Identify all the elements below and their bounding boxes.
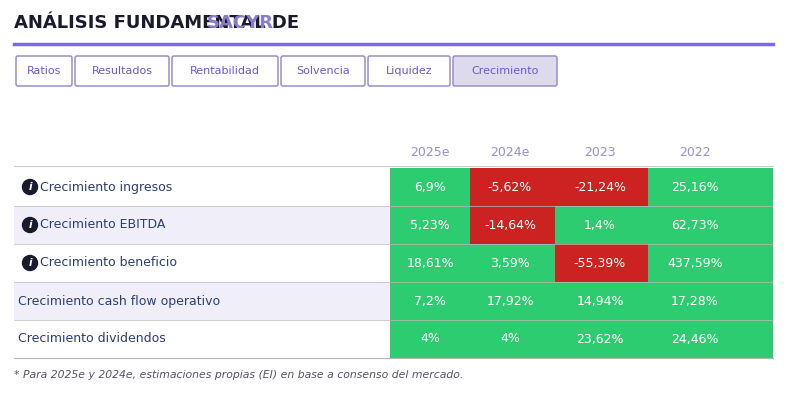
Bar [390, 244, 470, 282]
Bar [390, 168, 470, 206]
Text: * Para 2025e y 2024e, estimaciones propias (EI) en base a consenso del mercado.: * Para 2025e y 2024e, estimaciones propi… [14, 370, 464, 380]
Text: Resultados: Resultados [91, 66, 153, 76]
Text: Crecimiento beneficio: Crecimiento beneficio [40, 257, 177, 270]
FancyBboxPatch shape [453, 56, 557, 86]
Text: Ratios: Ratios [27, 66, 61, 76]
Text: i: i [28, 258, 31, 268]
Bar [470, 244, 555, 282]
Text: Liquidez: Liquidez [386, 66, 432, 76]
Text: 23,62%: 23,62% [576, 332, 624, 346]
Bar [555, 168, 648, 206]
Text: 17,92%: 17,92% [486, 295, 534, 308]
Circle shape [23, 217, 38, 232]
Bar [390, 206, 470, 244]
Text: 2025e: 2025e [410, 145, 449, 158]
Bar [390, 282, 470, 320]
Text: 2023: 2023 [584, 145, 615, 158]
Text: Rentabilidad: Rentabilidad [190, 66, 260, 76]
Text: Crecimiento cash flow operativo: Crecimiento cash flow operativo [18, 295, 220, 308]
Text: -5,62%: -5,62% [488, 181, 532, 194]
Bar [648, 206, 773, 244]
Text: 25,16%: 25,16% [671, 181, 719, 194]
Bar [14, 320, 390, 358]
Text: 24,46%: 24,46% [671, 332, 719, 346]
Text: 5,23%: 5,23% [410, 219, 450, 232]
Text: Crecimiento EBITDA: Crecimiento EBITDA [40, 219, 165, 232]
FancyBboxPatch shape [172, 56, 278, 86]
Text: 1,4%: 1,4% [584, 219, 616, 232]
Bar [14, 282, 390, 320]
Bar [648, 320, 773, 358]
Bar [555, 320, 648, 358]
Bar [470, 168, 555, 206]
Bar [648, 282, 773, 320]
FancyBboxPatch shape [368, 56, 450, 86]
Bar [648, 168, 773, 206]
Bar [555, 282, 648, 320]
FancyBboxPatch shape [75, 56, 169, 86]
Bar [470, 206, 555, 244]
Text: 14,94%: 14,94% [576, 295, 624, 308]
Text: -21,24%: -21,24% [574, 181, 626, 194]
Text: Crecimiento dividendos: Crecimiento dividendos [18, 332, 166, 346]
Text: 6,9%: 6,9% [414, 181, 446, 194]
Bar [390, 320, 470, 358]
Text: -14,64%: -14,64% [484, 219, 536, 232]
Bar [470, 282, 555, 320]
Text: i: i [28, 221, 31, 230]
Bar [648, 244, 773, 282]
Text: 2024e: 2024e [490, 145, 530, 158]
Text: 62,73%: 62,73% [671, 219, 719, 232]
Text: 17,28%: 17,28% [671, 295, 719, 308]
Text: 437,59%: 437,59% [667, 257, 722, 270]
Text: Crecimiento: Crecimiento [471, 66, 538, 76]
FancyBboxPatch shape [281, 56, 365, 86]
Text: ANÁLISIS FUNDAMENTAL DE: ANÁLISIS FUNDAMENTAL DE [14, 14, 305, 32]
Text: 7,2%: 7,2% [414, 295, 446, 308]
Bar [470, 320, 555, 358]
Bar [14, 244, 390, 282]
Bar [14, 168, 390, 206]
Text: 2022: 2022 [679, 145, 711, 158]
Text: 4%: 4% [420, 332, 440, 346]
Bar [14, 206, 390, 244]
Circle shape [23, 179, 38, 194]
Text: -55,39%: -55,39% [574, 257, 626, 270]
Text: Crecimiento ingresos: Crecimiento ingresos [40, 181, 172, 194]
Text: 18,61%: 18,61% [406, 257, 454, 270]
Text: Solvencia: Solvencia [296, 66, 350, 76]
Circle shape [23, 255, 38, 270]
Text: i: i [28, 183, 31, 193]
FancyBboxPatch shape [16, 56, 72, 86]
Text: SACYR: SACYR [207, 14, 274, 32]
Text: 3,59%: 3,59% [490, 257, 530, 270]
Bar [555, 244, 648, 282]
Bar [555, 206, 648, 244]
Text: 4%: 4% [500, 332, 520, 346]
